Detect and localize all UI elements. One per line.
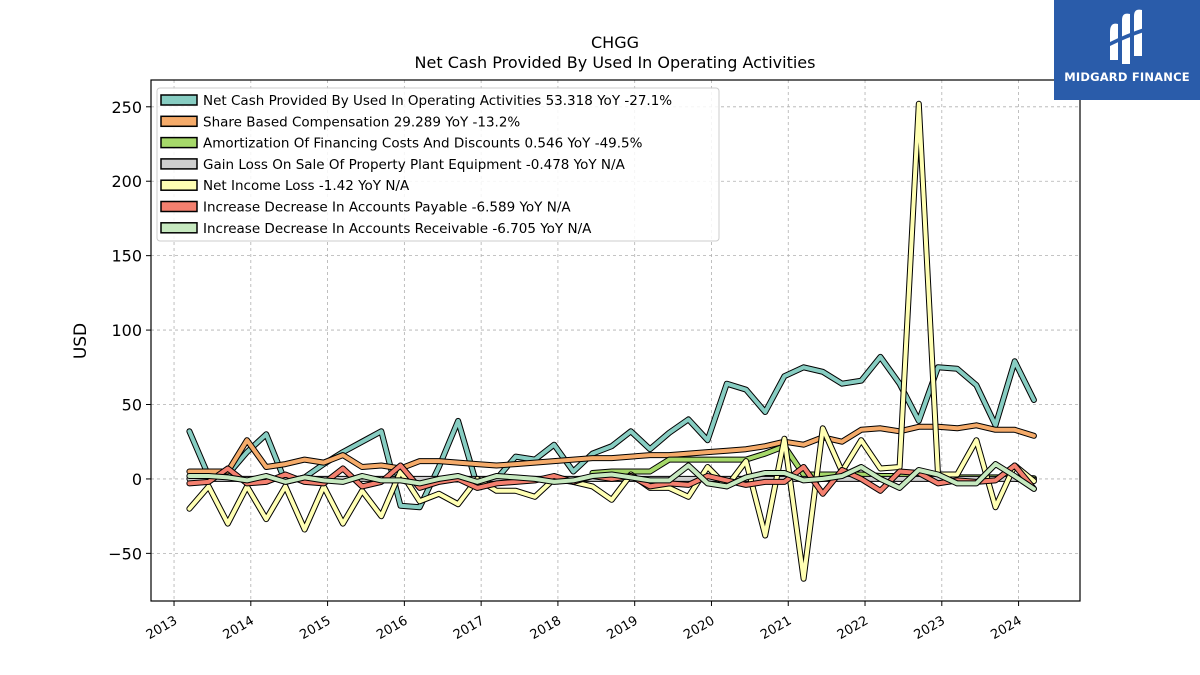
legend-swatch (160, 200, 198, 213)
x-axis: 2013 2014 2015 2016 2017 2018 2019 2020 2021 2022… (144, 601, 1025, 643)
legend-label: Amortization Of Financing Costs And Disc… (203, 136, 643, 152)
y-tick-label: 250 (111, 98, 142, 117)
y-axis-label: USD (71, 323, 91, 359)
x-tick-label: 2020 (681, 613, 717, 643)
legend-swatch (160, 115, 198, 128)
legend-label: Net Cash Provided By Used In Operating A… (203, 93, 672, 109)
series-line (186, 461, 1037, 492)
series-line-fill (187, 101, 1036, 581)
legend-swatch (160, 179, 198, 191)
chart-subtitle: Net Cash Provided By Used In Operating A… (415, 53, 816, 72)
y-tick-label: 200 (111, 172, 142, 191)
legend-label: Gain Loss On Sale Of Property Plant Equi… (203, 157, 626, 173)
y-tick-label: 0 (132, 470, 142, 489)
x-tick-label: 2014 (221, 613, 257, 643)
legend-label: Increase Decrease In Accounts Receivable… (203, 221, 592, 237)
x-tick-label: 2023 (912, 613, 948, 643)
x-tick-label: 2013 (144, 613, 180, 643)
legend-label: Net Income Loss -1.42 YoY N/A (203, 178, 410, 194)
legend-label: Increase Decrease In Accounts Payable -6… (203, 200, 571, 216)
x-tick-label: 2018 (528, 613, 564, 643)
x-tick-label: 2015 (297, 613, 333, 643)
brand-logo: MIDGARD FINANCE (1054, 0, 1200, 100)
legend-swatch (160, 158, 198, 170)
y-tick-label: −50 (108, 544, 142, 563)
legend-label: Share Based Compensation 29.289 YoY -13.… (203, 114, 520, 130)
legend-swatch (160, 136, 198, 149)
brand-name: MIDGARD FINANCE (1064, 70, 1190, 84)
x-tick-label: 2022 (835, 613, 871, 643)
x-tick-label: 2016 (374, 613, 410, 643)
series-line-fill (187, 423, 1036, 474)
y-tick-label: 100 (111, 321, 142, 340)
series-line-fill (187, 462, 1036, 491)
x-tick-label: 2019 (605, 613, 641, 643)
x-tick-label: 2017 (451, 613, 487, 643)
y-axis: −50 0 50 100 150 200 250 (108, 98, 151, 563)
legend-swatch (160, 94, 198, 106)
series-line (186, 100, 1037, 582)
x-tick-label: 2021 (758, 613, 794, 643)
series-line (186, 422, 1037, 475)
y-tick-label: 50 (122, 396, 142, 415)
legend: Net Cash Provided By Used In Operating A… (156, 87, 720, 242)
series-layer (186, 100, 1037, 582)
y-tick-label: 150 (111, 247, 142, 266)
legend-swatch (160, 222, 198, 234)
chart-title: CHGG (591, 33, 639, 52)
legend-box (156, 87, 720, 242)
midgard-logo-icon (1110, 9, 1144, 65)
plot-frame (150, 79, 1081, 602)
x-tick-label: 2024 (988, 613, 1024, 643)
